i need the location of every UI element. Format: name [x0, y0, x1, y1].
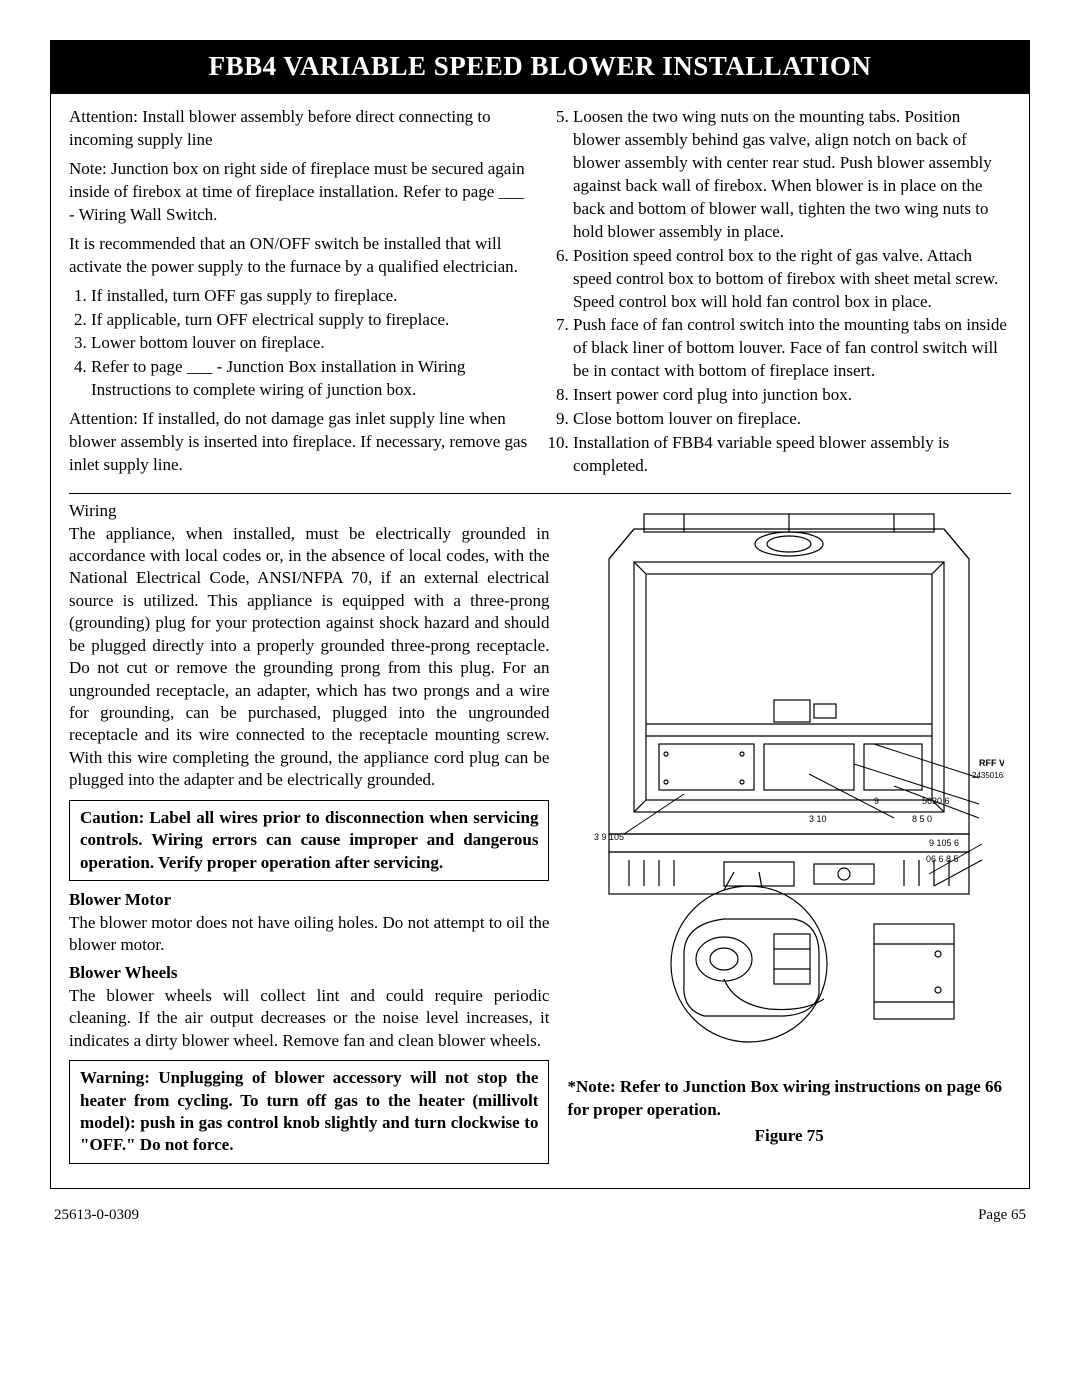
- footer-doc-id: 25613-0-0309: [54, 1207, 139, 1224]
- lower-left-column: Wiring The appliance, when installed, mu…: [69, 500, 549, 1172]
- caution-text: Caution: Label all wires prior to discon…: [80, 808, 538, 872]
- warning-box: Warning: Unplugging of blower accessory …: [69, 1060, 549, 1164]
- diagram-label-n1: 24350163 867: [972, 771, 1004, 780]
- top-section: Attention: Install blower assembly befor…: [69, 106, 1011, 479]
- step-2: If applicable, turn OFF electrical suppl…: [91, 309, 529, 332]
- diagram-label-d: 8 5 0: [912, 814, 932, 824]
- diagram-label-c: 3 10: [809, 814, 827, 824]
- step-1: If installed, turn OFF gas supply to fir…: [91, 285, 529, 308]
- page-title: FBB4 VARIABLE SPEED BLOWER INSTALLATION: [209, 51, 872, 81]
- recommend-switch: It is recommended that an ON/OFF switch …: [69, 233, 529, 279]
- blower-motor-heading: Blower Motor: [69, 889, 549, 911]
- top-left-column: Attention: Install blower assembly befor…: [69, 106, 529, 479]
- page-inner: Attention: Install blower assembly befor…: [51, 94, 1029, 1188]
- figure-note: *Note: Refer to Junction Box wiring inst…: [567, 1076, 1011, 1121]
- diagram-label-g: 06 6 8 5: [926, 854, 959, 864]
- blower-diagram-svg: RFF VALFE 24350163 867 9 5630 6 3 10 8 5…: [574, 504, 1004, 1064]
- step-6: Position speed control box to the right …: [573, 245, 1011, 314]
- step-9: Close bottom louver on fireplace.: [573, 408, 1011, 431]
- figure-label: Figure 75: [567, 1125, 1011, 1147]
- page-frame: FBB4 VARIABLE SPEED BLOWER INSTALLATION …: [50, 40, 1030, 1189]
- right-steps: Loosen the two wing nuts on the mounting…: [551, 106, 1011, 478]
- page-title-band: FBB4 VARIABLE SPEED BLOWER INSTALLATION: [51, 41, 1029, 94]
- diagram-label-b: 5630 6: [922, 796, 950, 806]
- blower-wheels-heading: Blower Wheels: [69, 962, 549, 984]
- diagram-label-rff: RFF VALFE: [979, 758, 1004, 768]
- warning-text: Warning: Unplugging of blower accessory …: [80, 1068, 538, 1154]
- figure-diagram: RFF VALFE 24350163 867 9 5630 6 3 10 8 5…: [567, 504, 1011, 1064]
- blower-motor-body: The blower motor does not have oiling ho…: [69, 912, 549, 957]
- top-right-column: Loosen the two wing nuts on the mounting…: [551, 106, 1011, 479]
- lower-right-column: RFF VALFE 24350163 867 9 5630 6 3 10 8 5…: [567, 500, 1011, 1172]
- diagram-label-a: 9: [874, 796, 879, 806]
- diagram-label-f: 9 105 6: [929, 838, 959, 848]
- footer-page-number: Page 65: [978, 1207, 1026, 1224]
- lower-section: Wiring The appliance, when installed, mu…: [69, 493, 1011, 1172]
- diagram-label-e: 3 9 105: [594, 832, 624, 842]
- step-7: Push face of fan control switch into the…: [573, 314, 1011, 383]
- attention-1: Attention: Install blower assembly befor…: [69, 106, 529, 152]
- wiring-heading: Wiring: [69, 500, 549, 522]
- step-3: Lower bottom louver on fireplace.: [91, 332, 529, 355]
- attention-2: Attention: If installed, do not damage g…: [69, 408, 529, 477]
- blower-wheels-body: The blower wheels will collect lint and …: [69, 985, 549, 1052]
- caution-box: Caution: Label all wires prior to discon…: [69, 800, 549, 881]
- step-5: Loosen the two wing nuts on the mounting…: [573, 106, 1011, 244]
- step-10: Installation of FBB4 variable speed blow…: [573, 432, 1011, 478]
- step-4: Refer to page ___ - Junction Box install…: [91, 356, 529, 402]
- step-8: Insert power cord plug into junction box…: [573, 384, 1011, 407]
- left-steps: If installed, turn OFF gas supply to fir…: [69, 285, 529, 403]
- page-footer: 25613-0-0309 Page 65: [50, 1207, 1030, 1224]
- wiring-body: The appliance, when installed, must be e…: [69, 523, 549, 792]
- note-junction: Note: Junction box on right side of fire…: [69, 158, 529, 227]
